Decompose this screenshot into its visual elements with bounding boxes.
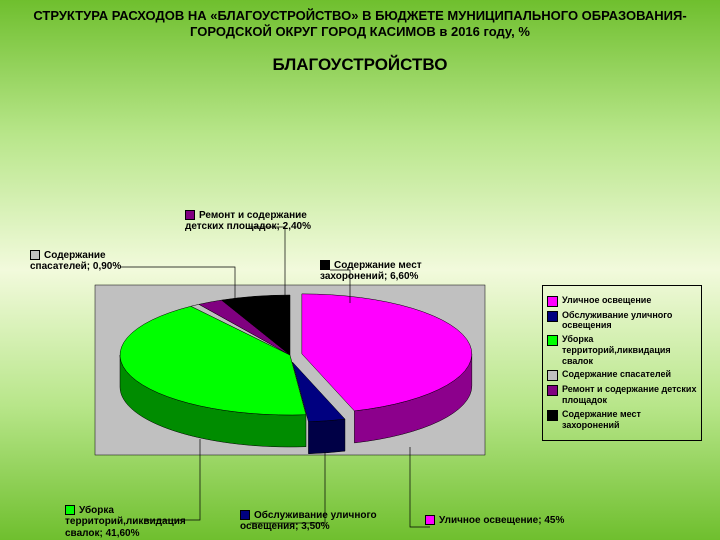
legend-item: Ремонт и содержание детских площадок [547,384,697,406]
legend-item: Уличное освещение [547,295,697,307]
legend-item: Уборка территорий,ликвидация свалок [547,334,697,366]
legend-item: Содержание спасателей [547,369,697,381]
page-title: СТРУКТУРА РАСХОДОВ НА «БЛАГОУСТРОЙСТВО» … [0,0,720,41]
legend-item: Содержание мест захоронений [547,409,697,431]
legend-item: Обслуживание уличного освещения [547,310,697,332]
chart-subtitle: БЛАГОУСТРОЙСТВО [0,55,720,75]
legend: Уличное освещение Обслуживание уличного о… [542,285,702,441]
